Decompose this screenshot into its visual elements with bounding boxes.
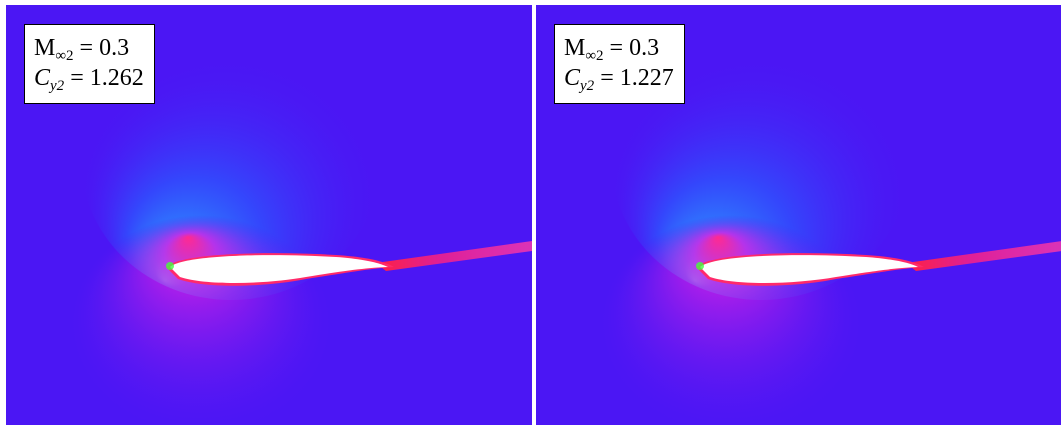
pressure-region [601,215,861,425]
mach-value: = 0.3 [80,35,130,61]
stagnation [166,262,174,270]
mach-subscript: ∞2 [585,48,603,64]
figure: M∞2 = 0.3Cy2 = 1.262M∞2 = 0.3Cy2 = 1.227… [0,0,1061,425]
lift-subscript: y2 [580,78,594,94]
stagnation [696,262,704,270]
lift-value: = 1.227 [600,65,674,91]
lift-subscript: y2 [50,78,64,94]
lift-label: Cy2 = 1.227 [564,63,674,93]
lift-value: = 1.262 [70,65,144,91]
mach-subscript: ∞2 [55,48,73,64]
mach-symbol: M [34,35,55,61]
mach-value: = 0.3 [610,35,660,61]
mach-symbol: M [564,35,585,61]
lift-symbol: C [564,65,580,91]
mach-label: M∞2 = 0.3 [564,33,674,63]
mach-label: M∞2 = 0.3 [34,33,144,63]
lift-label: Cy2 = 1.262 [34,63,144,93]
pressure-region [71,215,331,425]
lift-symbol: C [34,65,50,91]
